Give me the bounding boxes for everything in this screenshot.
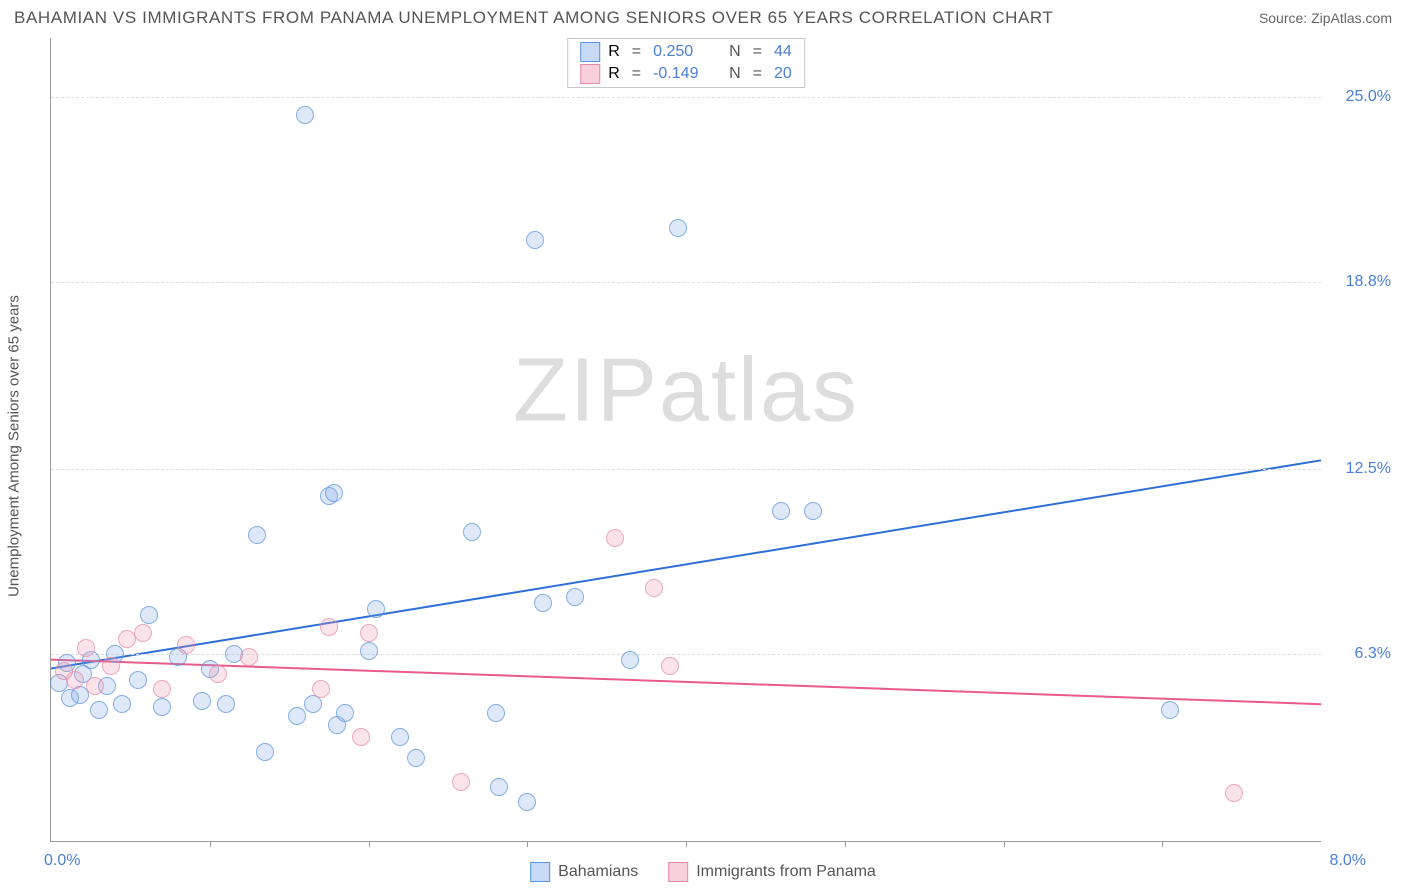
x-tick [1004,841,1005,847]
scatter-point [804,502,822,520]
scatter-point [352,728,370,746]
y-tick-label: 12.5% [1331,460,1391,478]
legend-item-series2: Immigrants from Panama [668,862,876,882]
gridline [51,97,1321,98]
stat-row-series2: R = -0.149 N = 20 [568,63,804,85]
stat-n-label: N [729,43,741,61]
title-bar: BAHAMIAN VS IMMIGRANTS FROM PANAMA UNEMP… [0,0,1406,32]
stat-r-value-1: 0.250 [653,43,711,61]
y-tick-label: 25.0% [1331,88,1391,106]
y-tick-label: 6.3% [1331,645,1391,663]
scatter-point [360,642,378,660]
scatter-chart: ZIPatlas R = 0.250 N = 44 R = -0.149 N =… [50,38,1321,842]
source-label: Source: ZipAtlas.com [1259,10,1392,26]
scatter-point [518,793,536,811]
equals-sign: = [632,65,641,83]
legend-item-series1: Bahamians [530,862,638,882]
swatch-series1 [580,42,600,62]
scatter-point [153,680,171,698]
scatter-point [134,624,152,642]
scatter-point [240,648,258,666]
gridline [51,469,1321,470]
stat-r-label: R [608,43,620,61]
scatter-point [140,606,158,624]
x-tick [210,841,211,847]
x-tick [845,841,846,847]
scatter-point [248,526,266,544]
scatter-point [66,671,84,689]
scatter-point [452,773,470,791]
equals-sign: = [753,65,762,83]
scatter-point [463,523,481,541]
scatter-point [217,695,235,713]
scatter-point [669,219,687,237]
scatter-point [312,680,330,698]
y-tick-label: 18.8% [1331,273,1391,291]
scatter-point [661,657,679,675]
stat-r-label: R [608,65,620,83]
x-tick [1162,841,1163,847]
stat-n-value-1: 44 [774,43,792,61]
scatter-point [490,778,508,796]
swatch-series2 [580,64,600,84]
legend-label-1: Bahamians [558,863,638,881]
scatter-point [129,671,147,689]
scatter-point [566,588,584,606]
scatter-point [177,636,195,654]
correlation-stats-box: R = 0.250 N = 44 R = -0.149 N = 20 [567,38,805,88]
scatter-point [336,704,354,722]
scatter-point [487,704,505,722]
scatter-point [360,624,378,642]
stat-n-value-2: 20 [774,65,792,83]
scatter-point [288,707,306,725]
swatch-series2 [668,862,688,882]
scatter-point [534,594,552,612]
x-axis-min-label: 0.0% [44,852,80,870]
scatter-point [209,665,227,683]
scatter-point [256,743,274,761]
scatter-point [367,600,385,618]
scatter-point [1225,784,1243,802]
scatter-point [606,529,624,547]
scatter-point [113,695,131,713]
scatter-point [320,618,338,636]
chart-title: BAHAMIAN VS IMMIGRANTS FROM PANAMA UNEMP… [14,8,1053,28]
scatter-point [1161,701,1179,719]
scatter-point [86,677,104,695]
gridline [51,282,1321,283]
swatch-series1 [530,862,550,882]
scatter-point [645,579,663,597]
x-axis-max-label: 8.0% [1330,852,1366,870]
x-tick [369,841,370,847]
equals-sign: = [753,43,762,61]
trend-line [51,460,1321,668]
trend-line [51,660,1321,705]
stat-row-series1: R = 0.250 N = 44 [568,41,804,63]
stat-r-value-2: -0.149 [653,65,711,83]
scatter-point [193,692,211,710]
scatter-point [296,106,314,124]
scatter-point [153,698,171,716]
trend-lines [51,38,1321,841]
scatter-point [325,484,343,502]
scatter-point [77,639,95,657]
stat-n-label: N [729,65,741,83]
scatter-point [621,651,639,669]
scatter-point [526,231,544,249]
equals-sign: = [632,43,641,61]
scatter-point [90,701,108,719]
scatter-point [772,502,790,520]
x-tick [686,841,687,847]
legend: Bahamians Immigrants from Panama [530,862,876,882]
scatter-point [407,749,425,767]
legend-label-2: Immigrants from Panama [696,863,876,881]
scatter-point [102,657,120,675]
scatter-point [391,728,409,746]
x-tick [527,841,528,847]
y-axis-label: Unemployment Among Seniors over 65 years [6,295,23,597]
